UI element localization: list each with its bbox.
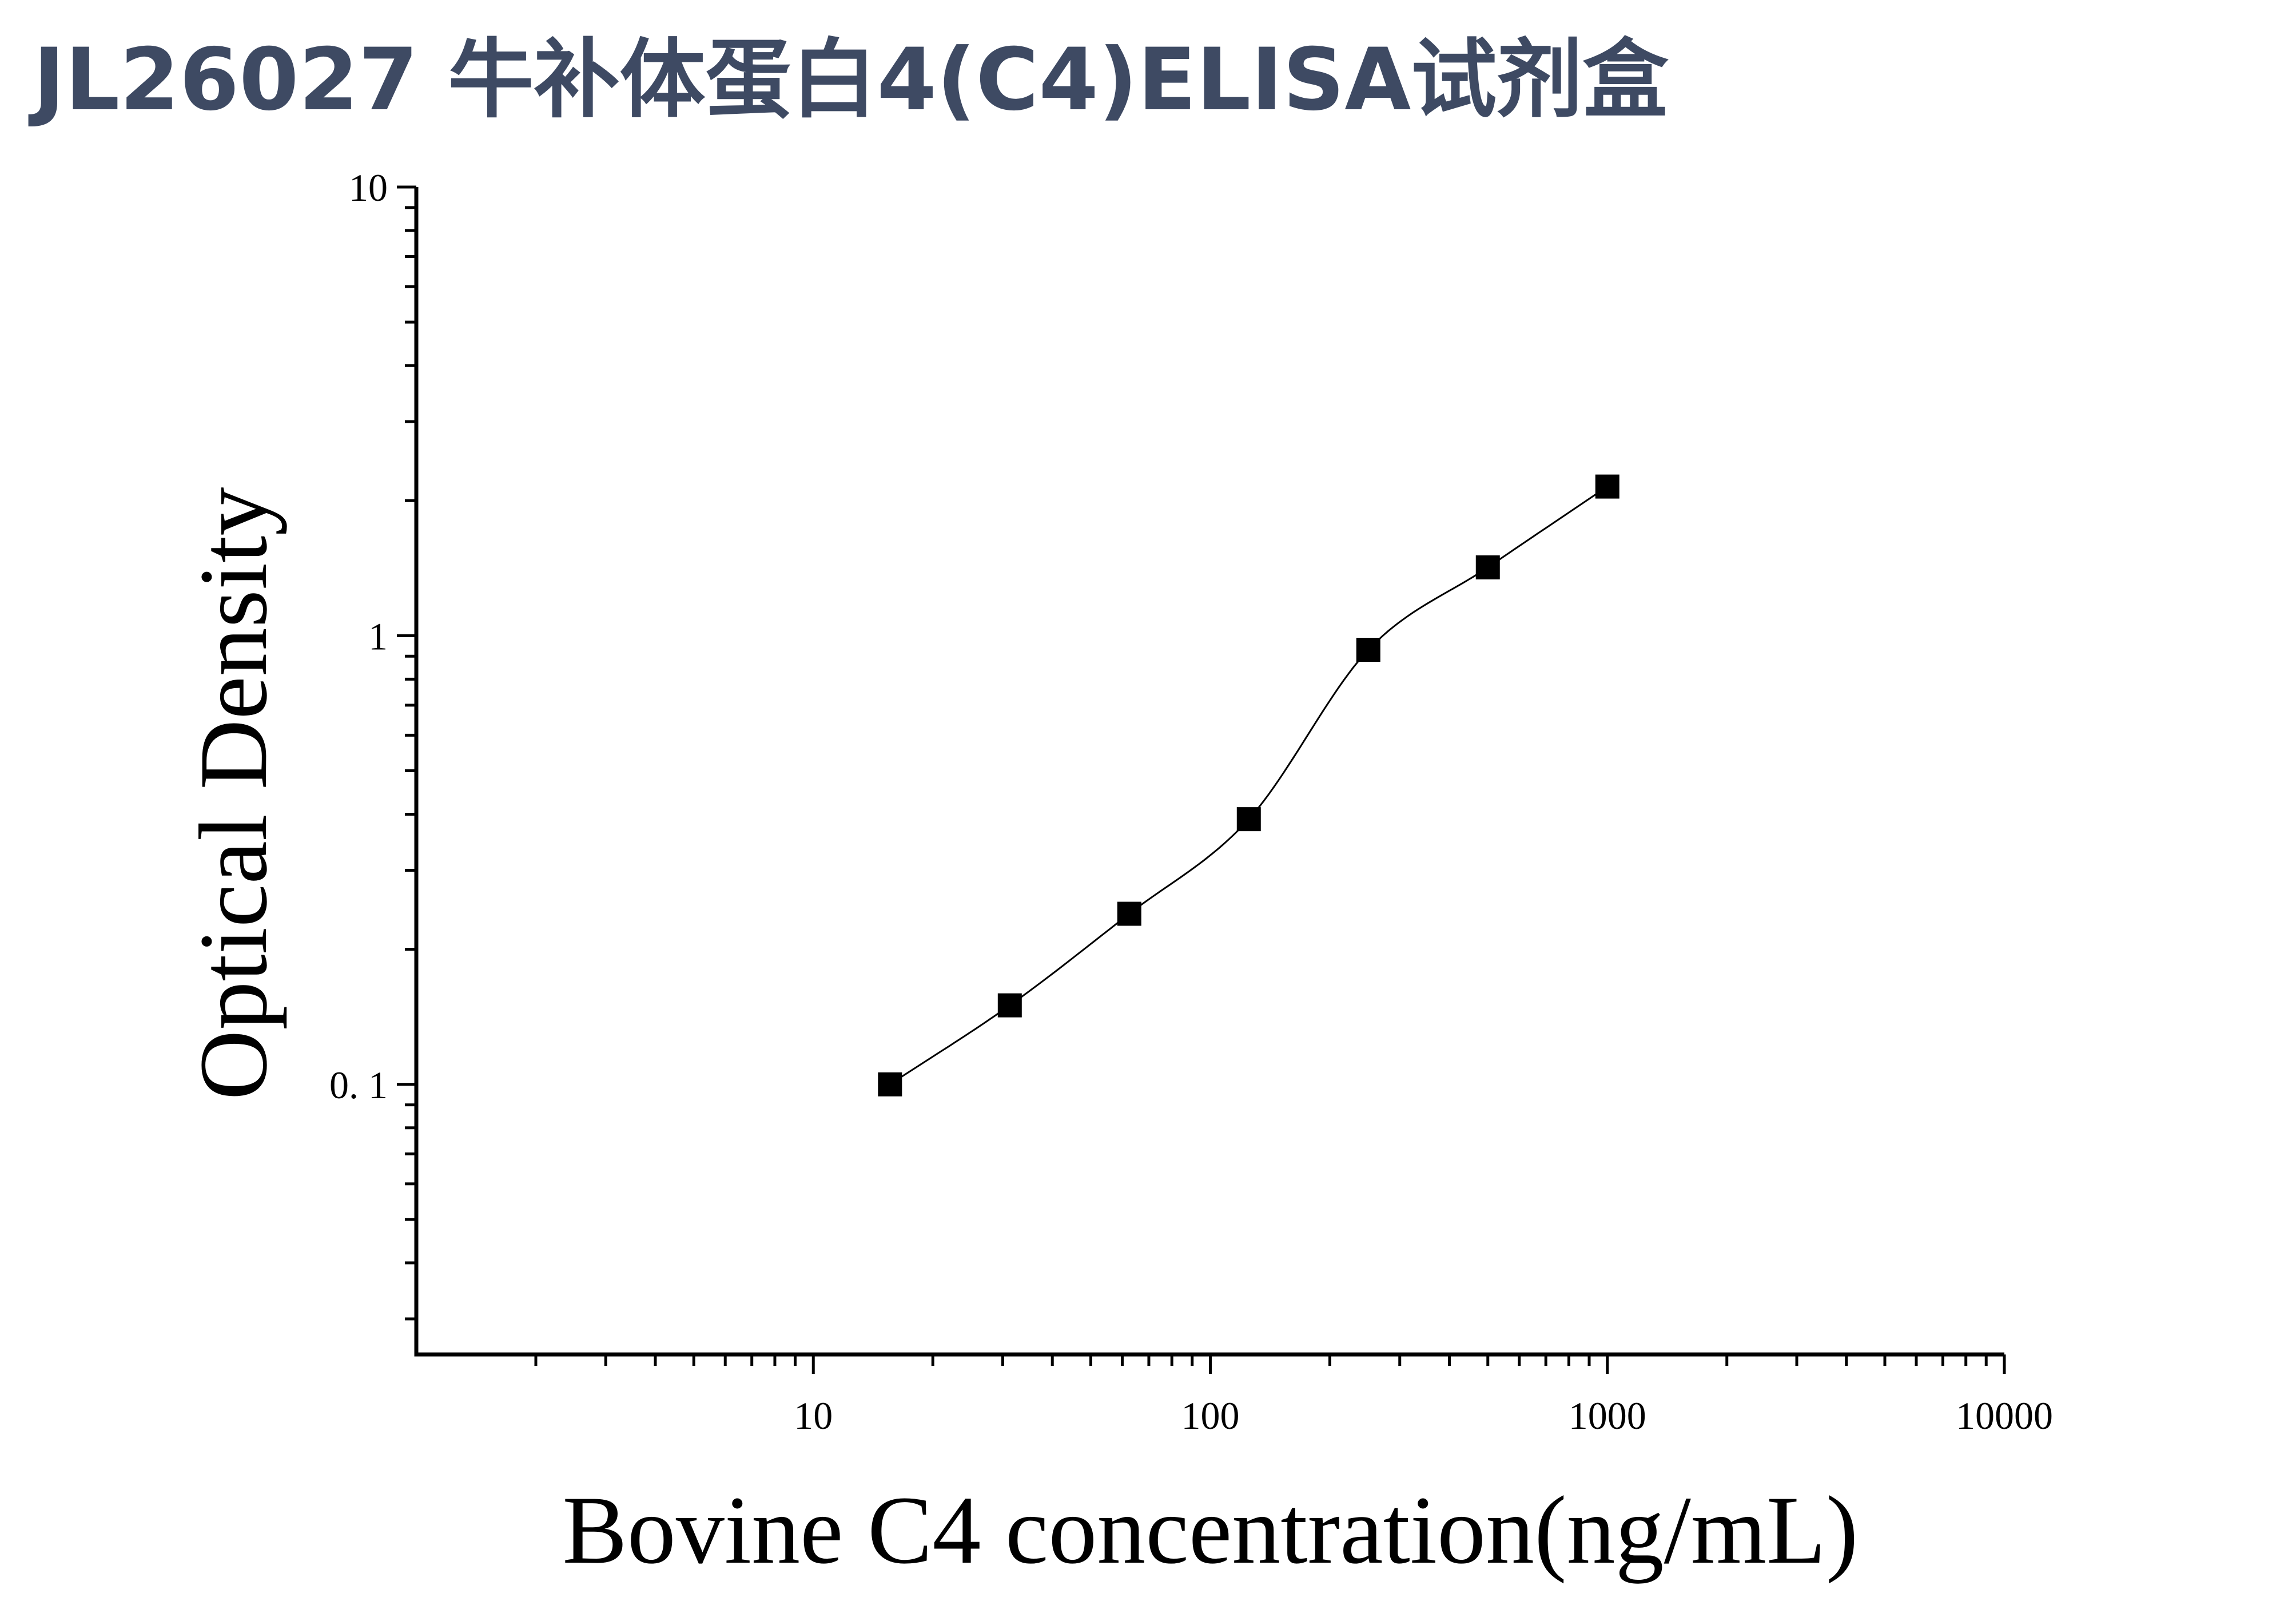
axis-labels-layer: 10 100 1000 10000 0. 1 1 10 Bovine C4 concentra… <box>180 166 2053 1584</box>
data-point <box>1117 901 1141 926</box>
data-point <box>1595 474 1619 499</box>
y-tick-label: 10 <box>349 166 388 209</box>
page-title: JL26027 牛补体蛋白4(C4)ELISA试剂盒 <box>33 30 1669 130</box>
data-point <box>1356 638 1380 662</box>
data-points-layer <box>878 474 1619 1097</box>
axes <box>397 185 2006 1374</box>
x-axis-title: Bovine C4 concentration(ng/mL) <box>562 1476 1858 1584</box>
x-tick-label: 100 <box>1181 1394 1240 1437</box>
data-point <box>1236 807 1261 832</box>
x-tick-label: 1000 <box>1569 1394 1646 1437</box>
data-point <box>997 993 1022 1018</box>
y-tick-label: 1 <box>368 614 388 658</box>
y-axis-title: Optical Density <box>180 487 287 1101</box>
data-point <box>1475 555 1500 579</box>
x-tick-label: 10 <box>794 1394 833 1437</box>
data-point <box>878 1072 902 1097</box>
y-tick-label: 0. 1 <box>329 1063 388 1107</box>
x-tick-label: 10000 <box>1956 1394 2053 1437</box>
